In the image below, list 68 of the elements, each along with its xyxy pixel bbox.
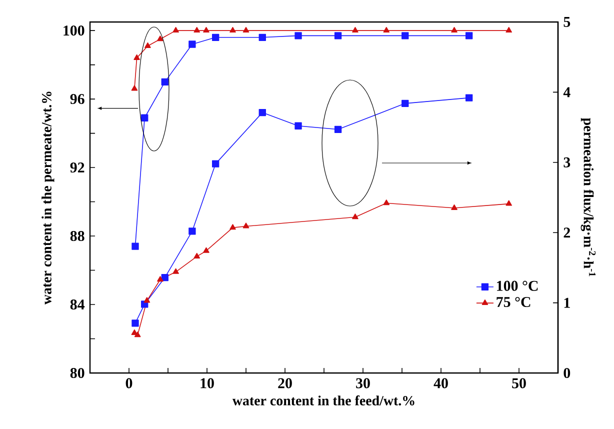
- y2-tick-label: 4: [563, 87, 570, 98]
- point: [132, 242, 139, 250]
- legend-label: 75 °C: [496, 296, 530, 308]
- point: [451, 26, 458, 33]
- y2-tick-label: 0: [564, 368, 570, 378]
- point: [194, 26, 200, 33]
- y2-tick-label: 5: [564, 17, 570, 27]
- y-tick-label: 92: [70, 162, 84, 173]
- point: [334, 32, 342, 40]
- point: [334, 126, 342, 133]
- point: [157, 276, 164, 282]
- x-tick-label: 50: [512, 378, 526, 388]
- point: [258, 108, 266, 116]
- x-tick-label: 0: [126, 378, 132, 388]
- point: [188, 228, 196, 235]
- y2-tick-label: 3: [564, 157, 570, 168]
- point: [131, 329, 138, 335]
- point: [161, 274, 168, 282]
- point: [294, 32, 302, 40]
- y-tick-label: 100: [64, 26, 84, 36]
- point: [194, 252, 200, 258]
- y-tick-label: 88: [70, 230, 84, 242]
- x-axis-title: water content in the feed/wt.%: [232, 395, 414, 406]
- point: [212, 160, 220, 168]
- point: [144, 42, 151, 48]
- point: [203, 26, 210, 33]
- y-axis-title: water content in the permeate/wt.%: [42, 92, 54, 305]
- x-tick-label: 40: [434, 378, 448, 388]
- point: [242, 26, 250, 33]
- point: [172, 268, 179, 274]
- point: [161, 78, 168, 86]
- point: [465, 94, 473, 102]
- y2-axis-title: permeation flux/kg·m$^{-2}$·h$^{-1}$: [580, 118, 596, 276]
- y-tick-label: 84: [70, 299, 85, 310]
- point: [352, 26, 358, 33]
- point: [352, 214, 358, 220]
- x-tick-label: 20: [278, 378, 292, 388]
- point: [212, 34, 220, 41]
- point: [230, 224, 236, 230]
- point: [230, 26, 236, 33]
- point: [451, 204, 458, 210]
- y-tick-label: 80: [70, 368, 84, 378]
- y2-tick-label: 1: [564, 298, 570, 308]
- point: [294, 122, 302, 130]
- point: [131, 85, 138, 91]
- point: [383, 26, 390, 33]
- x-tick-label: 10: [200, 378, 214, 388]
- point: [203, 247, 210, 253]
- point: [132, 320, 139, 327]
- point: [242, 222, 250, 228]
- point: [402, 32, 409, 40]
- point: [172, 26, 179, 33]
- point: [506, 200, 512, 206]
- y-tick-label: 96: [70, 94, 84, 104]
- point: [188, 40, 196, 48]
- point: [465, 32, 473, 40]
- point: [134, 54, 140, 60]
- point: [506, 26, 512, 33]
- point: [258, 34, 266, 41]
- point: [144, 297, 150, 303]
- point: [134, 332, 141, 338]
- legend-label: 100 °C: [497, 280, 538, 291]
- point: [141, 114, 148, 122]
- point: [383, 200, 390, 206]
- x-tick-label: 30: [356, 378, 370, 388]
- y2-tick-label: 2: [564, 228, 570, 238]
- point: [402, 100, 409, 108]
- point: [157, 36, 164, 42]
